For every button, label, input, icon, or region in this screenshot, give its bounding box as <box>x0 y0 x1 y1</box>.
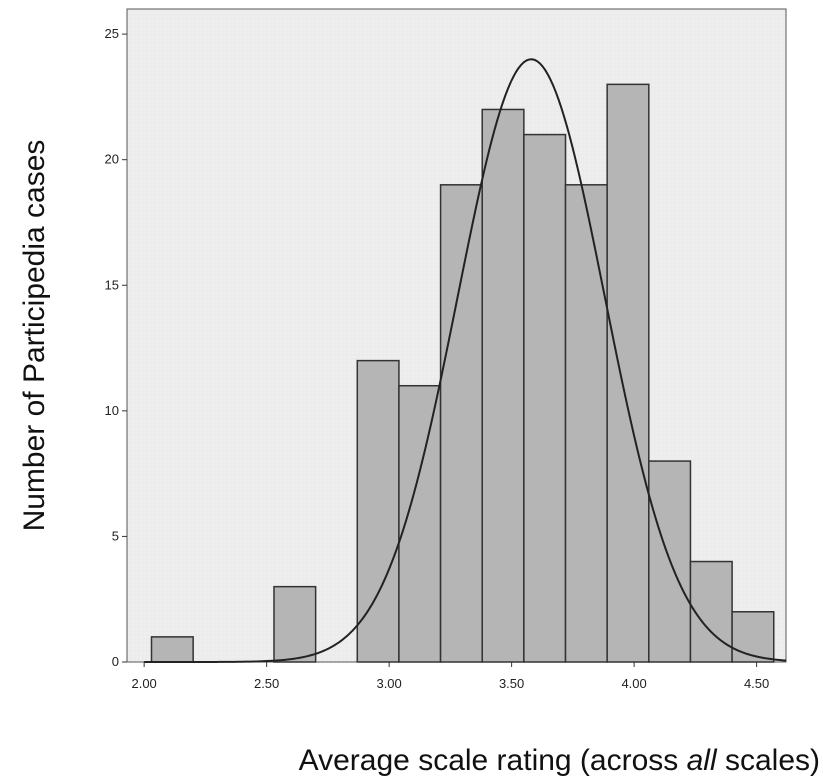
y-axis: 0 5 10 15 20 25 <box>105 26 127 669</box>
x-axis-title-part1: Average scale rating (across <box>299 744 687 777</box>
histogram-bar <box>481 108 525 663</box>
histogram-bar <box>731 611 775 663</box>
x-axis-title: Average scale rating (across all scales) <box>299 744 820 777</box>
histogram-bar <box>606 83 650 663</box>
x-axis: 2.00 2.50 3.00 3.50 4.00 4.50 <box>131 662 769 691</box>
y-tick-label: 25 <box>105 26 119 41</box>
x-axis-title-italic: all <box>687 744 718 777</box>
histogram-bar <box>564 184 608 663</box>
x-axis-title-part2: scales) <box>717 744 820 777</box>
histogram-bar <box>439 184 483 663</box>
x-tick-label: 3.00 <box>376 676 401 691</box>
y-tick-label: 5 <box>112 528 119 543</box>
y-tick-label: 20 <box>105 152 119 167</box>
histogram-bar <box>150 636 194 663</box>
normal-curve <box>144 58 787 663</box>
y-tick-label: 10 <box>105 403 119 418</box>
y-tick-label: 0 <box>112 654 119 669</box>
bars-group <box>150 83 775 663</box>
y-axis-title: Number of Participedia cases <box>18 140 51 532</box>
histogram-bar <box>689 560 733 663</box>
x-tick-label: 4.50 <box>744 676 769 691</box>
histogram-bar <box>273 585 317 663</box>
y-tick-label: 15 <box>105 277 119 292</box>
x-tick-label: 4.00 <box>621 676 646 691</box>
histogram-bar <box>523 133 567 663</box>
x-tick-label: 2.50 <box>254 676 279 691</box>
x-tick-label: 2.00 <box>131 676 156 691</box>
x-tick-label: 3.50 <box>499 676 524 691</box>
